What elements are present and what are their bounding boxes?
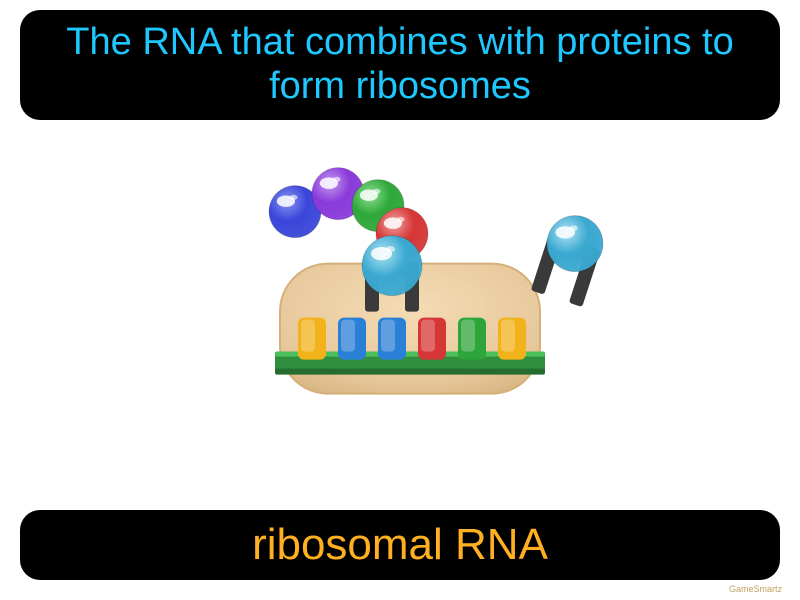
definition-text: The RNA that combines with proteins to f… (40, 21, 760, 108)
ribosome-illustration (170, 134, 630, 454)
watermark-text: GameSmartz (729, 584, 782, 594)
term-banner: ribosomal RNA (20, 510, 780, 580)
definition-banner: The RNA that combines with proteins to f… (20, 10, 780, 120)
term-text: ribosomal RNA (252, 520, 548, 570)
